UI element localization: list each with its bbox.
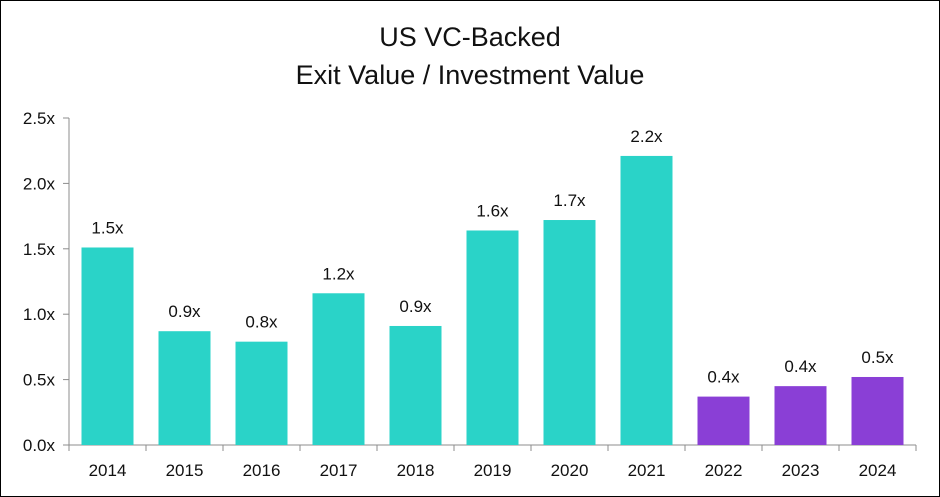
- x-tick-label-2020: 2020: [551, 461, 589, 480]
- bar-2023: [774, 386, 827, 445]
- label-layer: 1.5x 2014 0.9x 2015 0.8x 2016 1.2x 2017 0.9x 2018…: [89, 127, 897, 480]
- bar-2022: [697, 396, 750, 445]
- bar-2021: [620, 155, 673, 445]
- bar-2018: [389, 325, 442, 445]
- data-label-2016: 0.8x: [245, 313, 278, 332]
- bar-2019: [466, 230, 519, 445]
- data-label-2021: 2.2x: [630, 127, 663, 146]
- y-tick-label: 1.0x: [23, 305, 56, 324]
- bar-2015: [158, 331, 211, 445]
- data-label-2017: 1.2x: [322, 264, 355, 283]
- x-tick-label-2024: 2024: [859, 461, 897, 480]
- y-tick-label: 2.5x: [23, 109, 56, 128]
- data-label-2019: 1.6x: [476, 201, 509, 220]
- bar-2017: [312, 293, 365, 445]
- x-tick-label-2019: 2019: [474, 461, 512, 480]
- bar-2014: [81, 247, 134, 445]
- data-label-2018: 0.9x: [399, 297, 432, 316]
- y-tick-label: 0.0x: [23, 436, 56, 455]
- bar-2020: [543, 220, 596, 445]
- y-tick-label: 1.5x: [23, 240, 56, 259]
- bar-2024: [851, 376, 904, 445]
- data-label-2023: 0.4x: [784, 357, 817, 376]
- data-label-2020: 1.7x: [553, 191, 586, 210]
- bar-layer: [81, 155, 904, 445]
- y-tick-label: 2.0x: [23, 174, 56, 193]
- x-tick-label-2022: 2022: [705, 461, 743, 480]
- x-tick-label-2016: 2016: [243, 461, 281, 480]
- x-tick-label-2023: 2023: [782, 461, 820, 480]
- x-tick-label-2018: 2018: [397, 461, 435, 480]
- data-label-2024: 0.5x: [861, 348, 894, 367]
- axis-layer: 0.0x 0.5x 1.0x 1.5x 2.0x 2.5x: [23, 109, 917, 455]
- x-tick-label-2014: 2014: [89, 461, 127, 480]
- x-tick-label-2017: 2017: [320, 461, 358, 480]
- data-label-2022: 0.4x: [707, 368, 740, 387]
- data-label-2014: 1.5x: [91, 218, 124, 237]
- x-tick-label-2021: 2021: [628, 461, 666, 480]
- x-tick-label-2015: 2015: [166, 461, 204, 480]
- data-label-2015: 0.9x: [168, 302, 201, 321]
- chart-title: US VC-Backed: [379, 22, 561, 52]
- chart-title-block: US VC-Backed Exit Value / Investment Val…: [0, 18, 940, 94]
- y-tick-label: 0.5x: [23, 371, 56, 390]
- bar-2016: [235, 341, 288, 445]
- chart-subtitle: Exit Value / Investment Value: [295, 60, 645, 90]
